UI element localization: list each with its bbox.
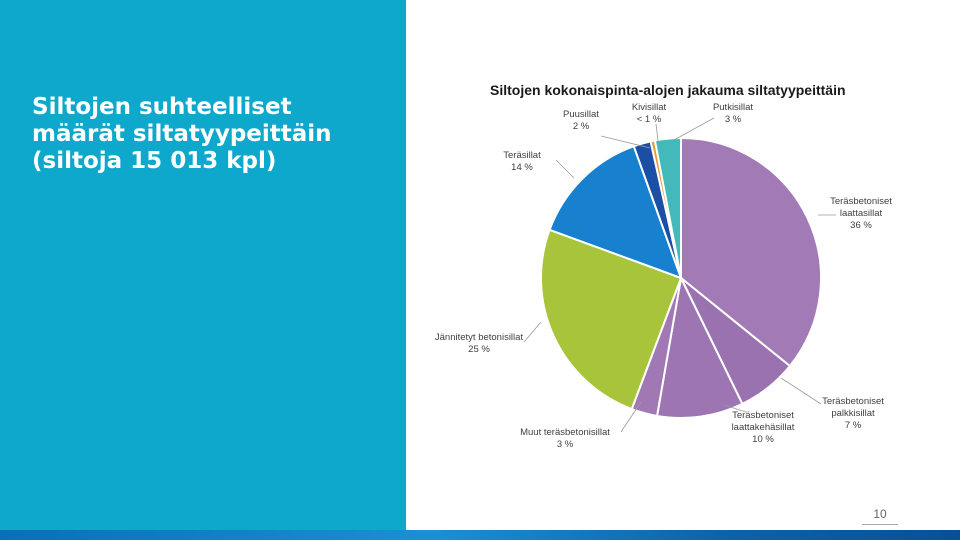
- slice-label: Teräsbetoniset palkkisillat 7 %: [822, 396, 884, 431]
- slice-name-label: Jännitetyt betonisillat: [435, 332, 524, 343]
- pie-slice: [548, 144, 683, 280]
- slice-name-label: Muut teräsbetonisillat: [520, 427, 610, 438]
- slice-name-label: Kivisillat: [632, 102, 667, 113]
- slice-label: Muut teräsbetonisillat 3 %: [520, 427, 610, 450]
- pie-slice: [540, 228, 683, 411]
- pie-chart: Siltojen kokonaispinta-alojen jakauma si…: [435, 82, 892, 450]
- slice-label: Teräsillat 14 %: [503, 150, 541, 173]
- slice-name-label: laattakehäsillat: [732, 422, 795, 433]
- leader-line: [780, 377, 822, 405]
- leader-line: [523, 321, 542, 343]
- slice-label: Jännitetyt betonisillat 25 %: [435, 332, 524, 355]
- slice-value-label: < 1 %: [637, 114, 662, 125]
- slice-name-label: laattasillat: [840, 208, 883, 219]
- title-panel: [0, 0, 406, 530]
- slice-value-label: 7 %: [845, 420, 862, 431]
- slice-value-label: 36 %: [850, 220, 872, 231]
- slice-name-label: Puusillat: [563, 109, 599, 120]
- slice-name-label: Teräsbetoniset: [732, 410, 794, 421]
- slice-name-label: Teräsbetoniset: [830, 196, 892, 207]
- chart-title: Siltojen kokonaispinta-alojen jakauma si…: [490, 82, 846, 98]
- page-number-underline: [862, 524, 898, 525]
- slice-value-label: 3 %: [557, 439, 574, 450]
- slice-name-label: Teräsbetoniset: [822, 396, 884, 407]
- slice-name-label: palkkisillat: [831, 408, 875, 419]
- slide-title: Siltojen suhteelliset määrät siltatyypei…: [32, 94, 332, 174]
- slice-label: Teräsbetoniset laattakehäsillat 10 %: [732, 410, 795, 445]
- pie-slice: [680, 136, 822, 368]
- slice-name-label: Teräsillat: [503, 150, 541, 161]
- bottom-bar: [0, 530, 960, 540]
- slice-label: Teräsbetoniset laattasillat 36 %: [830, 196, 892, 231]
- slice-label: Kivisillat < 1 %: [632, 102, 667, 125]
- leader-line: [620, 401, 642, 433]
- slice-value-label: 3 %: [725, 114, 742, 125]
- slice-value-label: 14 %: [511, 162, 533, 173]
- pie-slice: [655, 274, 744, 419]
- pie-slice: [653, 136, 682, 279]
- slice-label: Puusillat 2 %: [563, 109, 599, 132]
- leader-line: [673, 117, 715, 141]
- leader-line: [655, 123, 659, 142]
- slice-name-label: Putkisillat: [713, 102, 753, 113]
- page-number: 10: [873, 507, 887, 521]
- leader-line: [600, 135, 651, 149]
- slice-label: Putkisillat 3 %: [713, 102, 753, 125]
- leader-line: [555, 159, 575, 179]
- slice-value-label: 10 %: [752, 434, 774, 445]
- slice-value-label: 25 %: [468, 344, 490, 355]
- slice-value-label: 2 %: [573, 121, 590, 132]
- leader-line: [723, 404, 747, 413]
